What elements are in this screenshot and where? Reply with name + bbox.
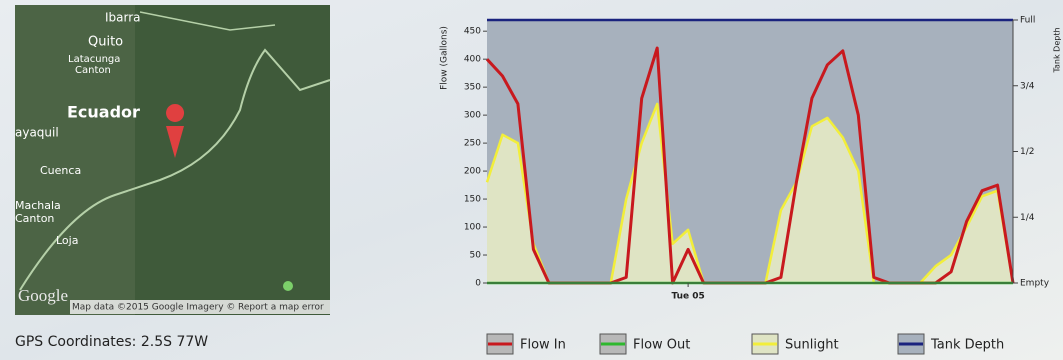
y2-tick-label: 1/2 — [1020, 147, 1034, 157]
map-label: Canton — [75, 65, 111, 76]
y2-tick-label: Full — [1020, 16, 1035, 26]
y2-tick-label: 1/4 — [1020, 213, 1035, 223]
y2-tick-label: Empty — [1020, 279, 1050, 289]
gps-coordinates: GPS Coordinates: 2.5S 77W — [15, 334, 208, 350]
map-label: Loja — [56, 234, 78, 247]
map-label: Ibarra — [105, 11, 141, 25]
map-attribution: Map data ©2015 Google Imagery © — [72, 303, 235, 313]
legend-item[interactable]: Tank Depth — [898, 334, 1004, 354]
legend-label: Sunlight — [785, 338, 839, 353]
y-tick-label: 400 — [464, 55, 481, 65]
y-tick-label: 450 — [464, 27, 481, 37]
legend-item[interactable]: Flow Out — [600, 334, 690, 354]
map: Ibarra Quito Latacunga Canton Ecuador ay… — [15, 5, 330, 315]
map-label: Cuenca — [40, 164, 81, 177]
legend-label: Tank Depth — [930, 338, 1004, 353]
map-label: Quito — [88, 35, 123, 50]
y-tick-label: 300 — [464, 111, 481, 121]
y-tick-label: 200 — [464, 167, 481, 177]
page: Ibarra Quito Latacunga Canton Ecuador ay… — [0, 0, 1063, 360]
legend-item[interactable]: Sunlight — [752, 334, 839, 354]
legend-label: Flow In — [520, 338, 566, 353]
y2-tick-label: 3/4 — [1020, 81, 1035, 91]
y-tick-label: 100 — [464, 223, 481, 233]
y-tick-label: 250 — [464, 139, 481, 149]
map-report-link[interactable]: Report a map error — [238, 303, 324, 313]
map-poi — [283, 281, 293, 291]
legend-label: Flow Out — [633, 338, 690, 353]
map-label: Machala — [15, 199, 61, 212]
y-tick-label: 50 — [470, 251, 482, 261]
y-tick-label: 0 — [475, 279, 481, 289]
y-tick-label: 150 — [464, 195, 481, 205]
y-tick-label: 350 — [464, 83, 481, 93]
map-label: Canton — [15, 212, 54, 225]
map-label: Ecuador — [67, 103, 140, 122]
map-label: Latacunga — [68, 54, 120, 65]
y-axis-label: Flow (Gallons) — [440, 26, 450, 90]
map-logo: Google — [18, 286, 68, 305]
map-label: ayaquil — [15, 126, 59, 140]
y2-axis-label: Tank Depth — [1053, 27, 1062, 73]
x-tick-label: Tue 05 — [671, 292, 704, 302]
series-area — [487, 20, 1013, 283]
legend-item[interactable]: Flow In — [487, 334, 566, 354]
